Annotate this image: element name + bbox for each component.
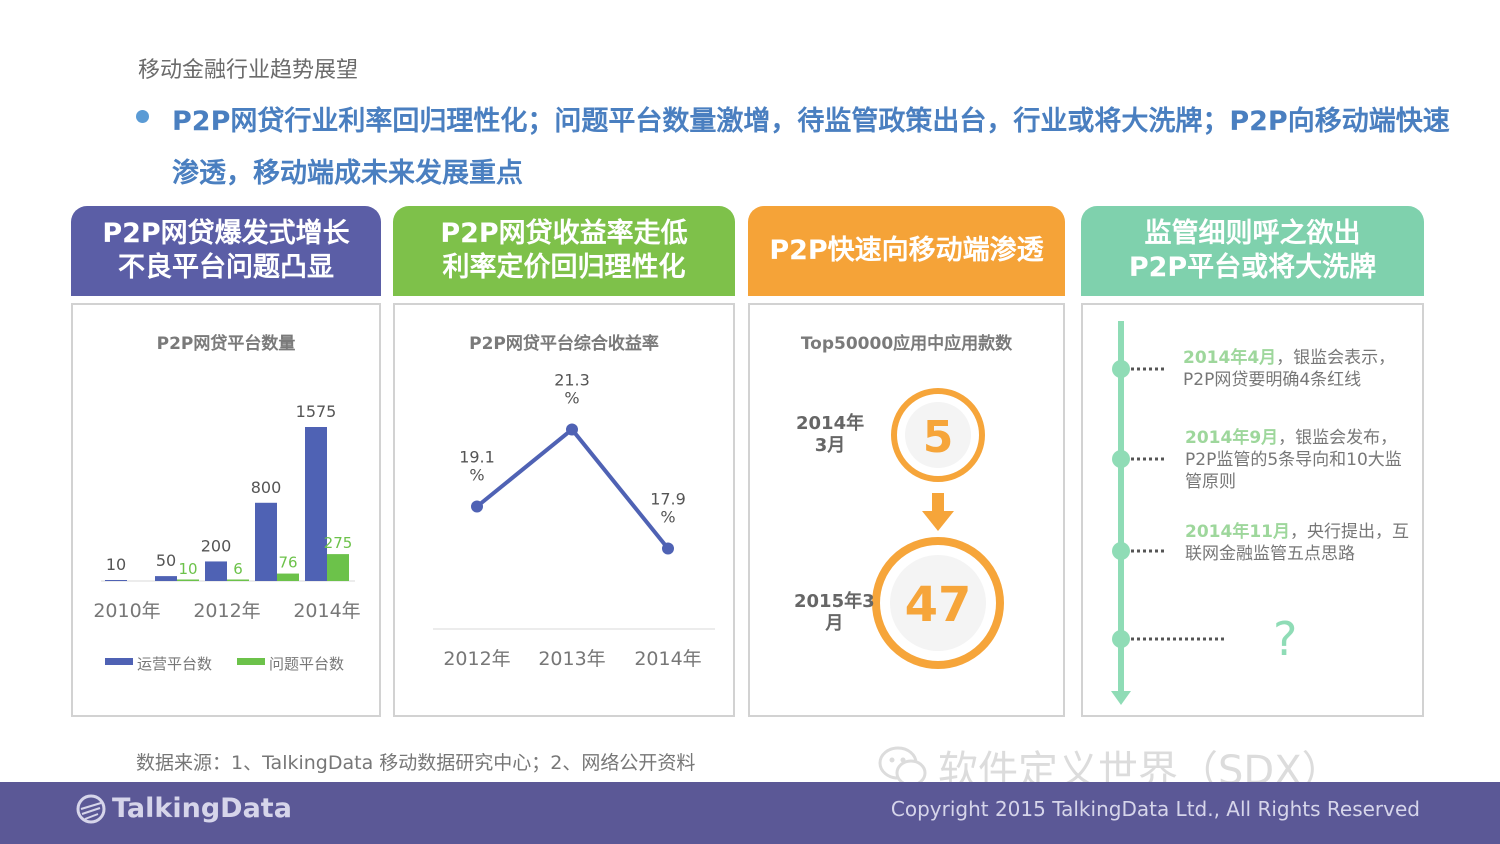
data-point [566, 423, 578, 436]
regulation-timeline-card: 2014年4月，银监会表示，P2P网贷要明确4条红线 2014年9月，银监会发布… [1081, 303, 1424, 717]
bar-operating-label: 10 [106, 555, 126, 574]
app-count-graphic: 5 47 [872, 388, 1004, 669]
bar-operating-label: 200 [201, 536, 232, 555]
talkingdata-logo: TalkingData [76, 793, 292, 824]
second-period-label: 2015年3 月 [794, 591, 875, 634]
logo-icon [76, 794, 106, 823]
app-count-card: Top50000应用中应用款数 2014年 3月 5 47 2015年3 月 [748, 303, 1065, 717]
data-label: 21.3% [554, 371, 590, 408]
first-period-label: 2014年 3月 [796, 413, 865, 456]
legend-label-operating: 运营平台数 [137, 655, 212, 673]
timeline-event: 2014年4月，银监会表示，P2P网贷要明确4条红线 [1183, 347, 1408, 391]
bar-operating [255, 502, 277, 581]
card-header-regulation: 监管细则呼之欲出 P2P平台或将大洗牌 [1081, 206, 1424, 296]
data-point [662, 542, 674, 555]
bar-problem-label: 76 [278, 554, 297, 572]
timeline-graphic [1111, 321, 1225, 705]
legend-swatch-problem [237, 658, 265, 665]
bullet-dot [136, 110, 149, 123]
x-tick-label: 2014年 [293, 600, 360, 622]
timeline-node [1112, 360, 1130, 378]
card-header-line2: 利率定价回归理性化 [442, 252, 686, 283]
platform-count-card: P2P网贷平台数量 10 50 10 200 6 800 76 1575 275 2010年 201… [71, 303, 381, 717]
legend-label-problem: 问题平台数 [269, 655, 344, 673]
bar-problem [327, 554, 349, 581]
timeline-text: ，央行提出，互联网金融监管五点思路 [1185, 522, 1409, 564]
card-header-growth: P2P网贷爆发式增长 不良平台问题凸显 [71, 206, 381, 296]
timeline-node [1112, 542, 1130, 560]
yield-card: P2P网贷平台综合收益率 19.1% 21.3% 17.9% 2012年 2013年 20… [393, 303, 735, 717]
copyright: Copyright 2015 TalkingData Ltd., All Rig… [890, 797, 1420, 821]
arrow-shaft [932, 493, 944, 513]
bar-problem-label: 10 [178, 560, 197, 578]
line-chart-title: P2P网贷平台综合收益率 [469, 334, 659, 354]
timeline-date: 2014年9月 [1185, 428, 1279, 448]
bar-problem [227, 579, 249, 581]
second-value-inner [890, 555, 986, 651]
card-header-line1: P2P网贷收益率走低 [440, 218, 688, 249]
card-header-yield: P2P网贷收益率走低 利率定价回归理性化 [393, 206, 735, 296]
card-header-line1: P2P快速向移动端渗透 [769, 235, 1044, 266]
bar-operating-label: 800 [251, 478, 282, 497]
first-value-inner [905, 402, 971, 468]
data-source-note: 数据来源：1、TalkingData 移动数据研究中心；2、网络公开资料 [136, 752, 696, 774]
timeline-date: 2014年11月 [1185, 522, 1290, 542]
footer-bar [0, 782, 1500, 844]
arrow-down-icon [922, 511, 954, 531]
legend-swatch-operating [105, 658, 133, 665]
x-tick-label: 2012年 [193, 600, 260, 622]
data-label: 17.9% [650, 490, 686, 527]
timeline-event: 2014年11月，央行提出，互联网金融监管五点思路 [1185, 521, 1410, 565]
bar-operating [205, 561, 227, 581]
card-header-mobile: P2P快速向移动端渗透 [748, 206, 1065, 296]
line-chart: 19.1 % 21.3 % 17.9 % 2012年 2013年 2014年 [433, 371, 715, 670]
card-header-line1: 监管细则呼之欲出 [1144, 218, 1361, 249]
timeline-date: 2014年4月 [1183, 348, 1277, 368]
timeline-question-mark: ? [1273, 612, 1298, 666]
x-tick-label: 2012年 [443, 648, 510, 670]
data-point [471, 500, 483, 513]
bar-operating [305, 427, 327, 581]
x-tick-label: 2014年 [634, 648, 701, 670]
bar-problem [277, 573, 299, 581]
first-value: 5 [923, 412, 954, 463]
timeline-text: ，银监会发布，P2P监管的5条导向和10大监管原则 [1185, 428, 1402, 492]
bar-operating-label: 50 [156, 551, 176, 570]
card-header-line1: P2P网贷爆发式增长 [102, 218, 350, 249]
series-line [475, 426, 670, 550]
timeline-text: ，银监会表示，P2P网贷要明确4条红线 [1183, 348, 1396, 390]
bar-operating-label: 1575 [296, 402, 337, 421]
second-value: 47 [905, 577, 972, 633]
timeline-event: 2014年9月，银监会发布，P2P监管的5条导向和10大监管原则 [1185, 427, 1410, 493]
bar-problem [177, 579, 199, 581]
bar-chart-title: P2P网贷平台数量 [156, 334, 296, 354]
card-header-line2: 不良平台问题凸显 [118, 252, 334, 283]
page-title: 移动金融行业趋势展望 [138, 58, 359, 83]
bar-problem-label: 6 [233, 560, 243, 578]
bar-operating [155, 576, 177, 581]
headline: P2P网贷行业利率回归理性化；问题平台数量激增，待监管政策出台，行业或将大洗牌；… [172, 106, 1450, 189]
timeline-node [1112, 630, 1130, 648]
timeline-arrow-icon [1111, 691, 1131, 705]
data-label: 19.1% [459, 448, 495, 485]
app-count-title: Top50000应用中应用款数 [800, 334, 1013, 354]
bar-problem-label: 275 [324, 534, 353, 552]
logo-text: TalkingData [112, 793, 292, 824]
x-tick-label: 2010年 [93, 600, 160, 622]
timeline-node [1112, 450, 1130, 468]
bar-operating [105, 580, 127, 581]
card-header-line2: P2P平台或将大洗牌 [1128, 252, 1377, 283]
x-tick-label: 2013年 [538, 648, 605, 670]
